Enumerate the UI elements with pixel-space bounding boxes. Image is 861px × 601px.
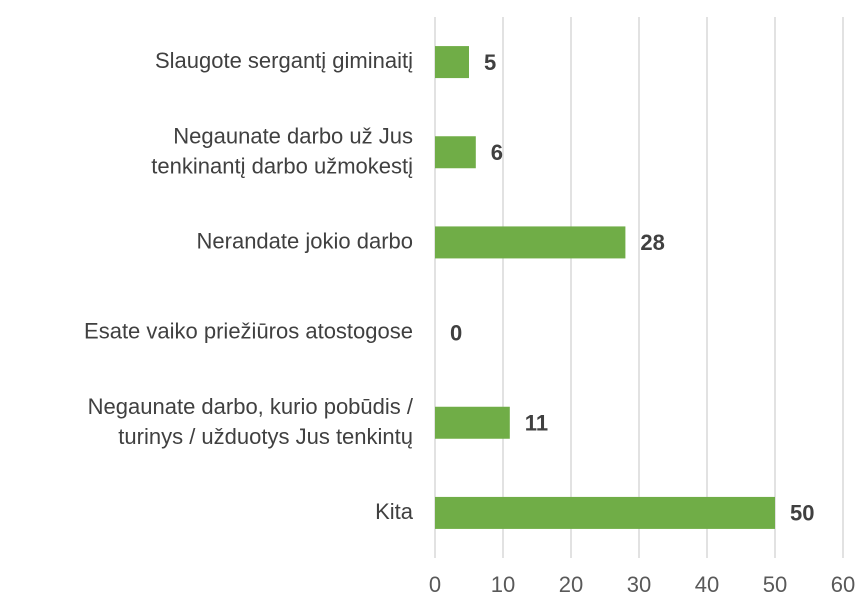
data-label: 6 [491,140,503,165]
x-tick-label: 60 [831,572,855,597]
category-line: Slaugote sergantį giminaitį [155,48,413,73]
x-tick-label: 50 [763,572,787,597]
bar [435,136,476,169]
category-label: Kita [375,499,414,524]
category-line: Negaunate darbo už Jus [173,123,413,148]
data-label: 50 [790,501,814,526]
category-line: turinys / užduotys Jus tenkintų [118,424,413,449]
category-label: Negaunate darbo, kurio pobūdis / turinys … [88,394,414,449]
category-line: Negaunate darbo, kurio pobūdis / [88,394,414,419]
x-tick-label: 40 [695,572,719,597]
bar [435,406,510,439]
data-label: 28 [640,230,664,255]
bar [435,226,626,259]
x-tick-label: 0 [429,572,441,597]
bar [435,46,469,79]
category-line: Nerandate jokio darbo [197,228,413,253]
category-line: tenkinantį darbo užmokestį [151,153,413,178]
category-label: Negaunate darbo už Jus tenkinantį darbo u… [151,123,413,178]
x-tick-label: 20 [559,572,583,597]
x-tick-label: 10 [491,572,515,597]
category-label: Nerandate jokio darbo [197,228,413,253]
data-label: 0 [450,320,462,345]
x-tick-label: 30 [627,572,651,597]
category-line: Kita [375,499,414,524]
bar [435,496,775,529]
category-line: Esate vaiko priežiūros atostogose [84,318,413,343]
category-label: Slaugote sergantį giminaitį [155,48,413,73]
data-label: 11 [525,411,548,436]
data-label: 5 [484,50,496,75]
category-label: Esate vaiko priežiūros atostogose [84,318,413,343]
